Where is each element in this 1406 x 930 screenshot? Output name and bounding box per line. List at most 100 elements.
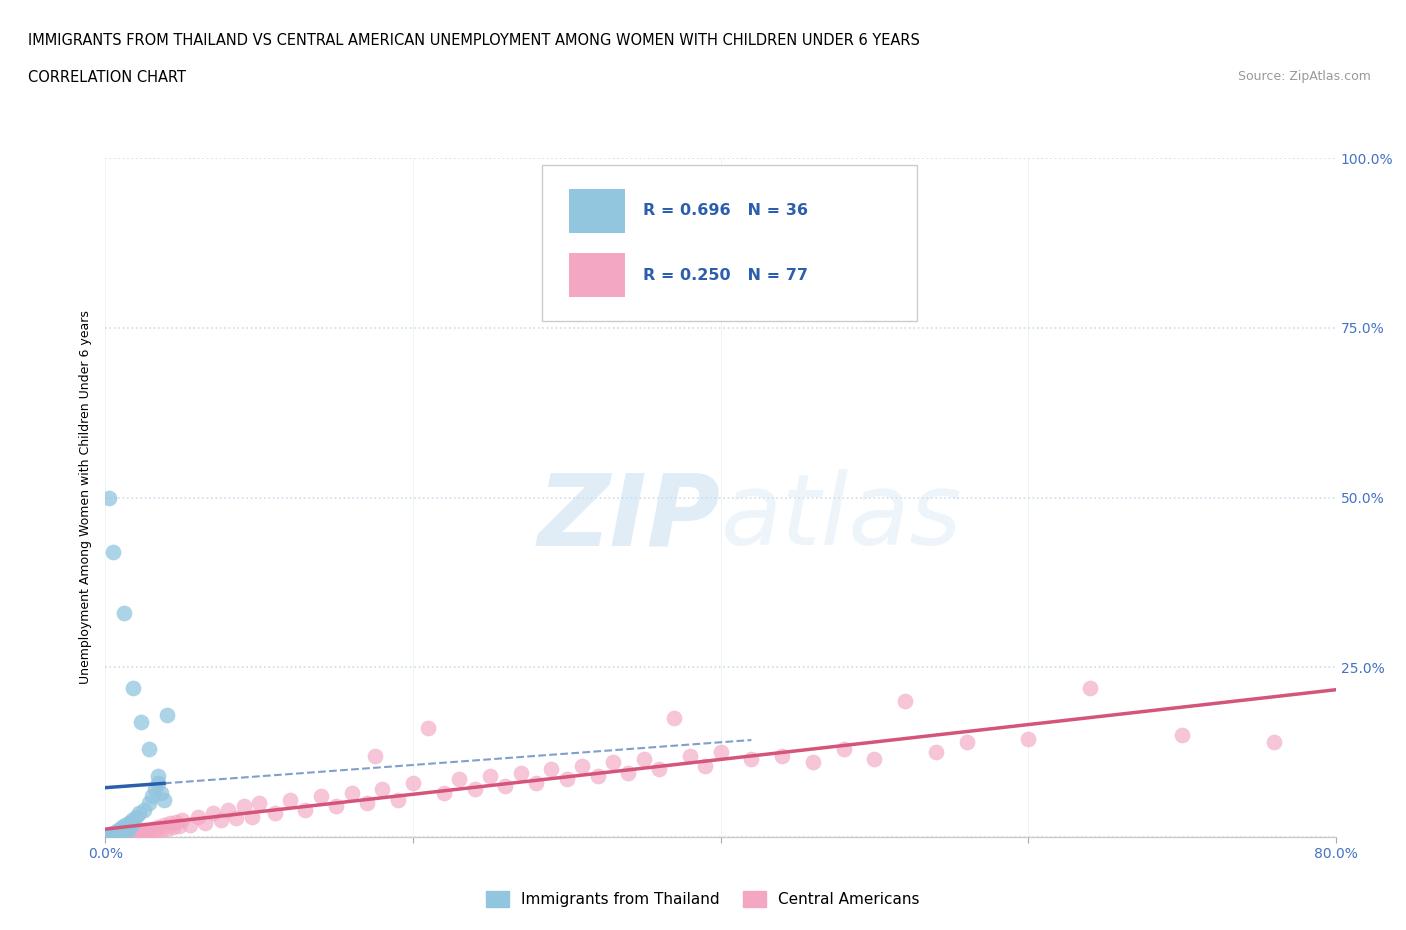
Point: [134, 823, 156, 838]
Point: [112, 605, 135, 620]
Point: [141, 789, 163, 804]
Point: [108, 826, 131, 841]
Point: [1017, 731, 1039, 746]
Point: [149, 823, 172, 838]
Point: [117, 816, 139, 830]
Legend: Immigrants from Thailand, Central Americans: Immigrants from Thailand, Central Americ…: [481, 884, 925, 913]
Point: [202, 805, 225, 820]
Point: [418, 721, 440, 736]
Point: [540, 762, 562, 777]
Point: [586, 768, 609, 783]
Point: [247, 796, 270, 811]
Point: [98, 826, 121, 841]
Point: [97, 490, 120, 505]
Point: [146, 768, 169, 783]
Point: [169, 818, 191, 833]
Point: [1171, 727, 1194, 742]
Point: [128, 827, 150, 842]
Point: [100, 827, 122, 842]
Point: [524, 776, 547, 790]
Point: [125, 809, 148, 824]
Point: [801, 755, 824, 770]
Point: [509, 765, 531, 780]
Point: [218, 803, 240, 817]
Point: [679, 748, 702, 763]
Point: [132, 826, 155, 841]
Point: [165, 815, 187, 830]
Point: [141, 821, 163, 836]
Point: [110, 828, 132, 843]
Point: [478, 768, 501, 783]
Point: [101, 829, 124, 844]
Point: [263, 805, 285, 820]
Point: [740, 751, 762, 766]
Point: [648, 762, 671, 777]
Text: atlas: atlas: [721, 470, 962, 566]
Point: [110, 821, 132, 836]
Point: [633, 751, 655, 766]
Point: [194, 816, 217, 830]
Point: [770, 748, 793, 763]
Point: [494, 778, 516, 793]
Point: [240, 809, 263, 824]
Point: [710, 745, 733, 760]
Point: [143, 824, 166, 839]
Point: [107, 823, 129, 838]
Point: [98, 828, 121, 843]
Point: [122, 816, 145, 830]
Text: ZIP: ZIP: [537, 470, 721, 566]
Text: IMMIGRANTS FROM THAILAND VS CENTRAL AMERICAN UNEMPLOYMENT AMONG WOMEN WITH CHILD: IMMIGRANTS FROM THAILAND VS CENTRAL AMER…: [28, 33, 920, 47]
Point: [156, 821, 179, 836]
Point: [179, 817, 201, 832]
Point: [153, 817, 176, 832]
Point: [112, 829, 135, 844]
Point: [120, 826, 141, 841]
Point: [449, 772, 471, 787]
Point: [101, 544, 124, 559]
Point: [112, 823, 135, 838]
Point: [120, 819, 141, 834]
Point: [172, 813, 194, 828]
Point: [96, 829, 118, 844]
Point: [356, 796, 378, 811]
Point: [97, 829, 120, 844]
Point: [128, 805, 150, 820]
Point: [602, 755, 624, 770]
Point: [363, 748, 385, 763]
Point: [122, 828, 145, 843]
FancyBboxPatch shape: [569, 253, 624, 298]
Point: [863, 751, 886, 766]
Point: [114, 817, 136, 832]
Point: [153, 792, 176, 807]
Point: [122, 680, 145, 695]
Point: [129, 714, 152, 729]
FancyBboxPatch shape: [569, 189, 624, 232]
Point: [232, 799, 254, 814]
Point: [159, 816, 181, 830]
Point: [695, 758, 717, 773]
Text: Source: ZipAtlas.com: Source: ZipAtlas.com: [1237, 70, 1371, 83]
Point: [138, 796, 160, 811]
Point: [146, 776, 169, 790]
Point: [294, 803, 316, 817]
Point: [402, 776, 425, 790]
Point: [571, 758, 593, 773]
Point: [104, 827, 127, 842]
Point: [143, 782, 166, 797]
Point: [464, 782, 486, 797]
Point: [105, 824, 128, 839]
Point: [121, 813, 143, 828]
Point: [340, 786, 363, 801]
Point: [325, 799, 347, 814]
Point: [132, 803, 155, 817]
Point: [101, 826, 124, 841]
Text: R = 0.250   N = 77: R = 0.250 N = 77: [643, 268, 808, 283]
Point: [664, 711, 686, 725]
Point: [956, 735, 979, 750]
Point: [371, 782, 394, 797]
Point: [115, 824, 138, 839]
Point: [115, 827, 138, 842]
Point: [138, 825, 160, 840]
Text: R = 0.696   N = 36: R = 0.696 N = 36: [643, 204, 808, 219]
Y-axis label: Unemployment Among Women with Children Under 6 years: Unemployment Among Women with Children U…: [79, 311, 93, 684]
